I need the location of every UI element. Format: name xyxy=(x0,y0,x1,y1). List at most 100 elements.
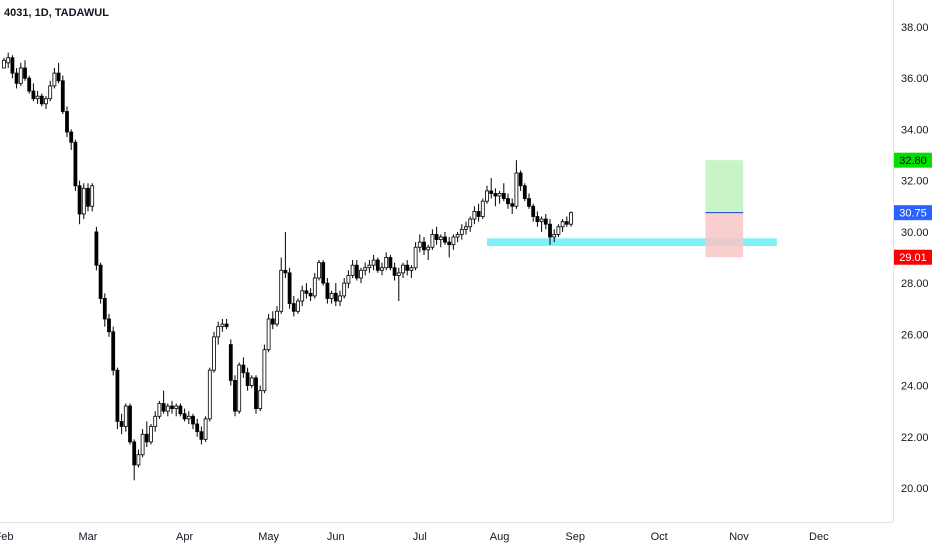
candle-body-down xyxy=(107,318,111,333)
candle-body-down xyxy=(14,72,19,84)
candles-layer xyxy=(2,52,573,481)
candle xyxy=(497,190,502,204)
candle-body-up xyxy=(560,221,565,228)
candle-body-down xyxy=(375,259,380,271)
candle xyxy=(102,293,107,327)
candle xyxy=(136,449,141,468)
candle xyxy=(426,244,431,261)
candle xyxy=(224,318,229,330)
y-tick-label: 34.00 xyxy=(901,124,929,136)
candle-body-down xyxy=(191,415,195,425)
candle-body-up xyxy=(52,72,57,87)
candle-body-up xyxy=(459,228,464,235)
candle-body-up xyxy=(18,67,23,84)
candle xyxy=(233,375,237,417)
long-position-stop-zone[interactable] xyxy=(705,212,744,258)
long-position-profit-zone[interactable] xyxy=(705,160,744,213)
candle-body-down xyxy=(543,218,548,225)
candle-body-up xyxy=(346,275,351,284)
candle xyxy=(98,262,103,304)
x-tick-label: Apr xyxy=(176,531,193,543)
candle xyxy=(186,411,191,424)
candle xyxy=(123,403,128,432)
candle-body-up xyxy=(569,212,573,225)
candle xyxy=(262,344,267,394)
candle-body-up xyxy=(212,336,216,371)
candle xyxy=(254,375,258,414)
plot-area[interactable] xyxy=(0,0,893,522)
candle-body-down xyxy=(178,405,183,415)
candle xyxy=(27,75,32,94)
candle xyxy=(111,326,116,376)
candle-body-up xyxy=(359,269,363,279)
x-tick-label: Nov xyxy=(729,531,749,543)
candle-body-up xyxy=(401,264,405,274)
candle-body-down xyxy=(224,323,229,328)
candle xyxy=(518,170,523,191)
candle-body-up xyxy=(174,405,179,410)
candle-body-down xyxy=(476,210,481,217)
candle-body-down xyxy=(245,372,250,386)
candle-body-down xyxy=(86,187,90,207)
candle-body-up xyxy=(367,264,372,269)
candle-body-down xyxy=(170,405,174,410)
candle xyxy=(207,367,212,422)
x-tick-label: Feb xyxy=(0,531,13,543)
candle xyxy=(468,216,473,232)
candle-body-down xyxy=(522,185,527,199)
candle-body-down xyxy=(254,377,258,410)
candle-body-down xyxy=(405,264,410,271)
candle-body-up xyxy=(468,218,473,228)
candle-body-up xyxy=(123,405,128,427)
candle xyxy=(564,216,569,227)
candle-body-up xyxy=(220,323,225,328)
candle xyxy=(480,198,485,220)
candle xyxy=(371,254,376,271)
candle xyxy=(266,313,271,353)
candle-body-up xyxy=(249,377,254,386)
candle-body-down xyxy=(535,216,540,223)
candle-body-up xyxy=(413,246,418,269)
x-tick-label: Aug xyxy=(490,531,510,543)
candle-body-down xyxy=(115,369,120,422)
candle xyxy=(258,385,263,412)
candle xyxy=(338,290,342,307)
candle xyxy=(476,203,481,222)
support-zone[interactable] xyxy=(487,238,777,246)
candle xyxy=(52,67,57,89)
candle-body-up xyxy=(48,85,53,100)
candle-body-up xyxy=(363,267,368,271)
candle xyxy=(333,283,338,307)
candle xyxy=(199,426,204,445)
candle xyxy=(388,254,393,271)
candle-body-down xyxy=(321,262,326,284)
candle xyxy=(501,183,506,202)
candle xyxy=(300,285,305,307)
candle-body-down xyxy=(447,241,452,246)
candle-body-down xyxy=(77,185,82,215)
candle-body-up xyxy=(430,234,435,248)
candle-body-up xyxy=(329,292,334,299)
candle xyxy=(31,83,36,102)
candle-body-up xyxy=(279,269,284,312)
candle-body-down xyxy=(56,72,61,82)
candle-body-up xyxy=(451,236,456,246)
candle-body-down xyxy=(308,292,313,297)
candle-body-up xyxy=(380,267,384,271)
candle xyxy=(245,367,250,391)
candle xyxy=(283,231,288,278)
price-axis[interactable]: 20.00 22.00 24.00 26.00 28.00 30.00 32.00 34.00… xyxy=(901,22,929,495)
candle xyxy=(86,183,90,212)
candle xyxy=(249,375,254,389)
candle-body-up xyxy=(497,193,502,197)
candle-body-down xyxy=(65,111,69,133)
time-axis[interactable]: Feb Mar Apr May Jun Jul Aug Sep Oct Nov Dec xyxy=(0,531,829,543)
candle-body-up xyxy=(44,98,48,105)
candle xyxy=(367,260,372,273)
candle xyxy=(178,403,183,417)
candle xyxy=(405,260,410,276)
candle-body-down xyxy=(10,57,15,74)
candle xyxy=(18,62,23,86)
candle-body-up xyxy=(464,226,468,230)
